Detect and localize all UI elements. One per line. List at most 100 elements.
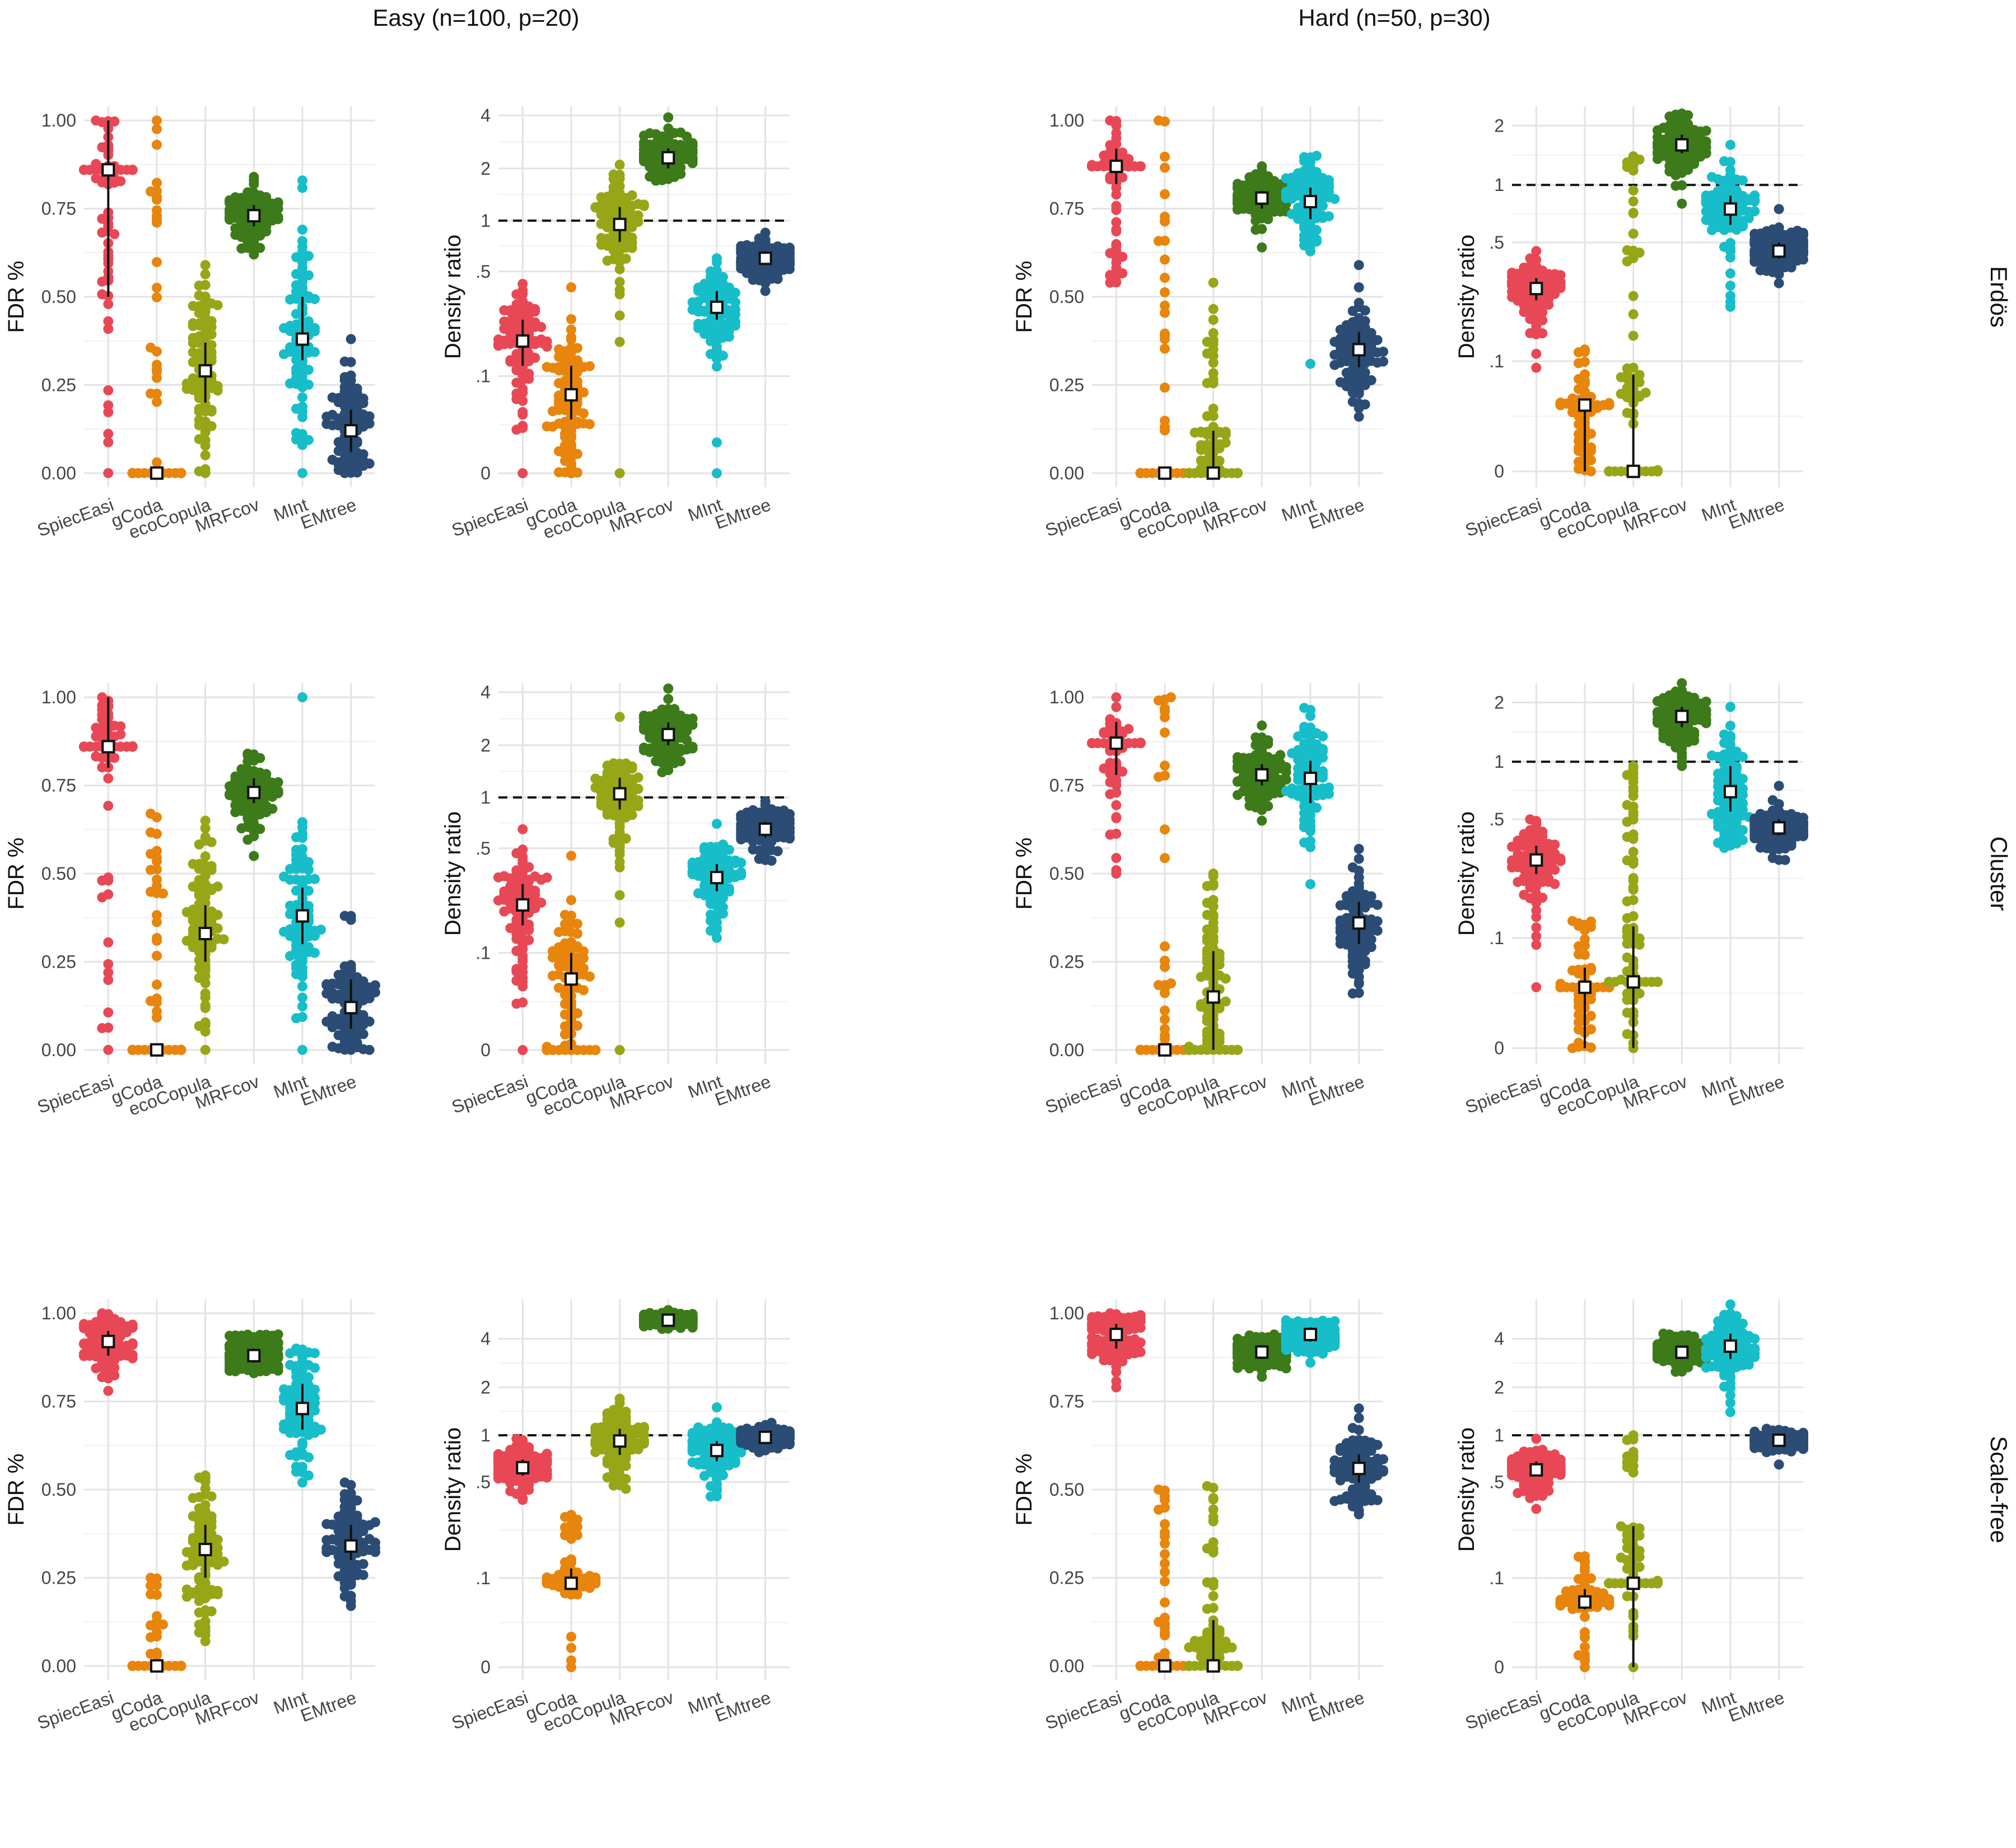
data-point <box>1507 271 1517 282</box>
data-point <box>200 450 211 460</box>
median-marker <box>1675 710 1689 724</box>
data-point <box>1622 1029 1632 1039</box>
data-point <box>760 286 771 296</box>
data-point <box>1160 1005 1170 1016</box>
data-point <box>1774 204 1784 214</box>
data-point <box>542 872 552 883</box>
data-point <box>1586 1011 1596 1021</box>
data-point <box>1208 328 1219 338</box>
data-point <box>1604 466 1614 477</box>
data-point <box>206 837 217 847</box>
x-tick-label: SpiecEasi <box>35 494 116 540</box>
data-point <box>1719 179 1729 189</box>
data-point <box>1160 330 1170 340</box>
data-point <box>1767 267 1778 277</box>
data-point <box>1233 468 1243 478</box>
data-point <box>566 851 576 861</box>
data-point <box>1555 982 1566 992</box>
data-point <box>1738 199 1748 209</box>
data-point <box>1329 194 1340 204</box>
data-point <box>1360 305 1370 316</box>
data-point <box>1677 760 1687 771</box>
data-point <box>146 388 156 399</box>
data-point <box>352 1038 362 1048</box>
data-point <box>663 112 674 123</box>
data-point <box>730 297 740 307</box>
data-point <box>554 983 564 993</box>
data-point <box>1701 148 1711 158</box>
data-point <box>1537 265 1548 276</box>
data-point <box>1537 307 1548 318</box>
data-point <box>297 183 307 193</box>
data-point <box>1738 805 1748 815</box>
data-point <box>103 385 114 396</box>
data-point <box>230 774 241 785</box>
data-point <box>1622 855 1632 866</box>
y-tick-label: 0.75 <box>1049 776 1084 796</box>
median-marker <box>564 972 578 986</box>
y-tick-label: .5 <box>475 262 491 282</box>
data-point <box>285 900 295 911</box>
data-point <box>103 316 114 326</box>
data-point <box>620 771 631 782</box>
data-point <box>651 756 661 767</box>
data-point <box>1604 977 1614 987</box>
data-point <box>1341 330 1352 340</box>
data-point <box>304 885 314 896</box>
data-point <box>115 1317 126 1328</box>
data-point <box>1767 805 1778 816</box>
data-point <box>614 849 625 860</box>
data-point <box>560 1009 570 1020</box>
data-point <box>310 323 320 333</box>
x-tick-label: EMtree <box>1726 1071 1787 1110</box>
data-point <box>1318 200 1328 211</box>
data-point <box>97 1023 108 1033</box>
data-point <box>1135 1044 1146 1055</box>
data-point <box>1604 400 1614 410</box>
data-point <box>127 741 138 752</box>
data-point <box>1774 278 1784 288</box>
data-point <box>1202 935 1212 946</box>
data-point <box>524 925 534 936</box>
data-point <box>657 767 668 777</box>
data-point <box>297 828 307 839</box>
data-point <box>1725 818 1735 829</box>
data-point <box>1664 166 1675 177</box>
data-point <box>554 942 564 953</box>
data-point <box>1154 695 1164 706</box>
data-point <box>730 872 740 883</box>
data-point <box>1628 782 1639 793</box>
y-tick-label: 1 <box>1494 175 1504 195</box>
data-point <box>1707 225 1717 235</box>
data-point <box>1263 801 1273 811</box>
data-point <box>188 916 198 926</box>
data-point <box>1798 227 1808 238</box>
data-point <box>1725 720 1735 731</box>
y-axis-label: Density ratio <box>1454 235 1479 359</box>
data-point <box>1622 162 1632 172</box>
data-point <box>1586 1042 1596 1053</box>
data-point <box>339 442 350 452</box>
data-point <box>639 137 649 148</box>
x-tick-label: SpiecEasi <box>1463 1071 1544 1117</box>
data-point <box>91 731 101 742</box>
data-point <box>97 1372 108 1383</box>
median-marker <box>516 334 530 348</box>
data-point <box>218 934 229 945</box>
data-point <box>1123 724 1134 734</box>
data-point <box>291 885 301 896</box>
x-tick-label: SpiecEasi <box>35 1071 116 1117</box>
data-point <box>146 342 156 353</box>
data-point <box>1628 330 1639 341</box>
group-ecocopula: ecoCopula <box>540 712 643 1119</box>
data-point <box>1160 216 1170 227</box>
data-point <box>255 753 265 763</box>
data-point <box>1299 822 1309 833</box>
data-point <box>1677 678 1687 688</box>
y-axis-label: FDR % <box>1012 838 1037 910</box>
data-point <box>297 971 307 982</box>
data-point <box>608 181 619 192</box>
data-point <box>493 334 503 345</box>
data-point <box>560 990 570 1000</box>
data-point <box>152 396 162 407</box>
